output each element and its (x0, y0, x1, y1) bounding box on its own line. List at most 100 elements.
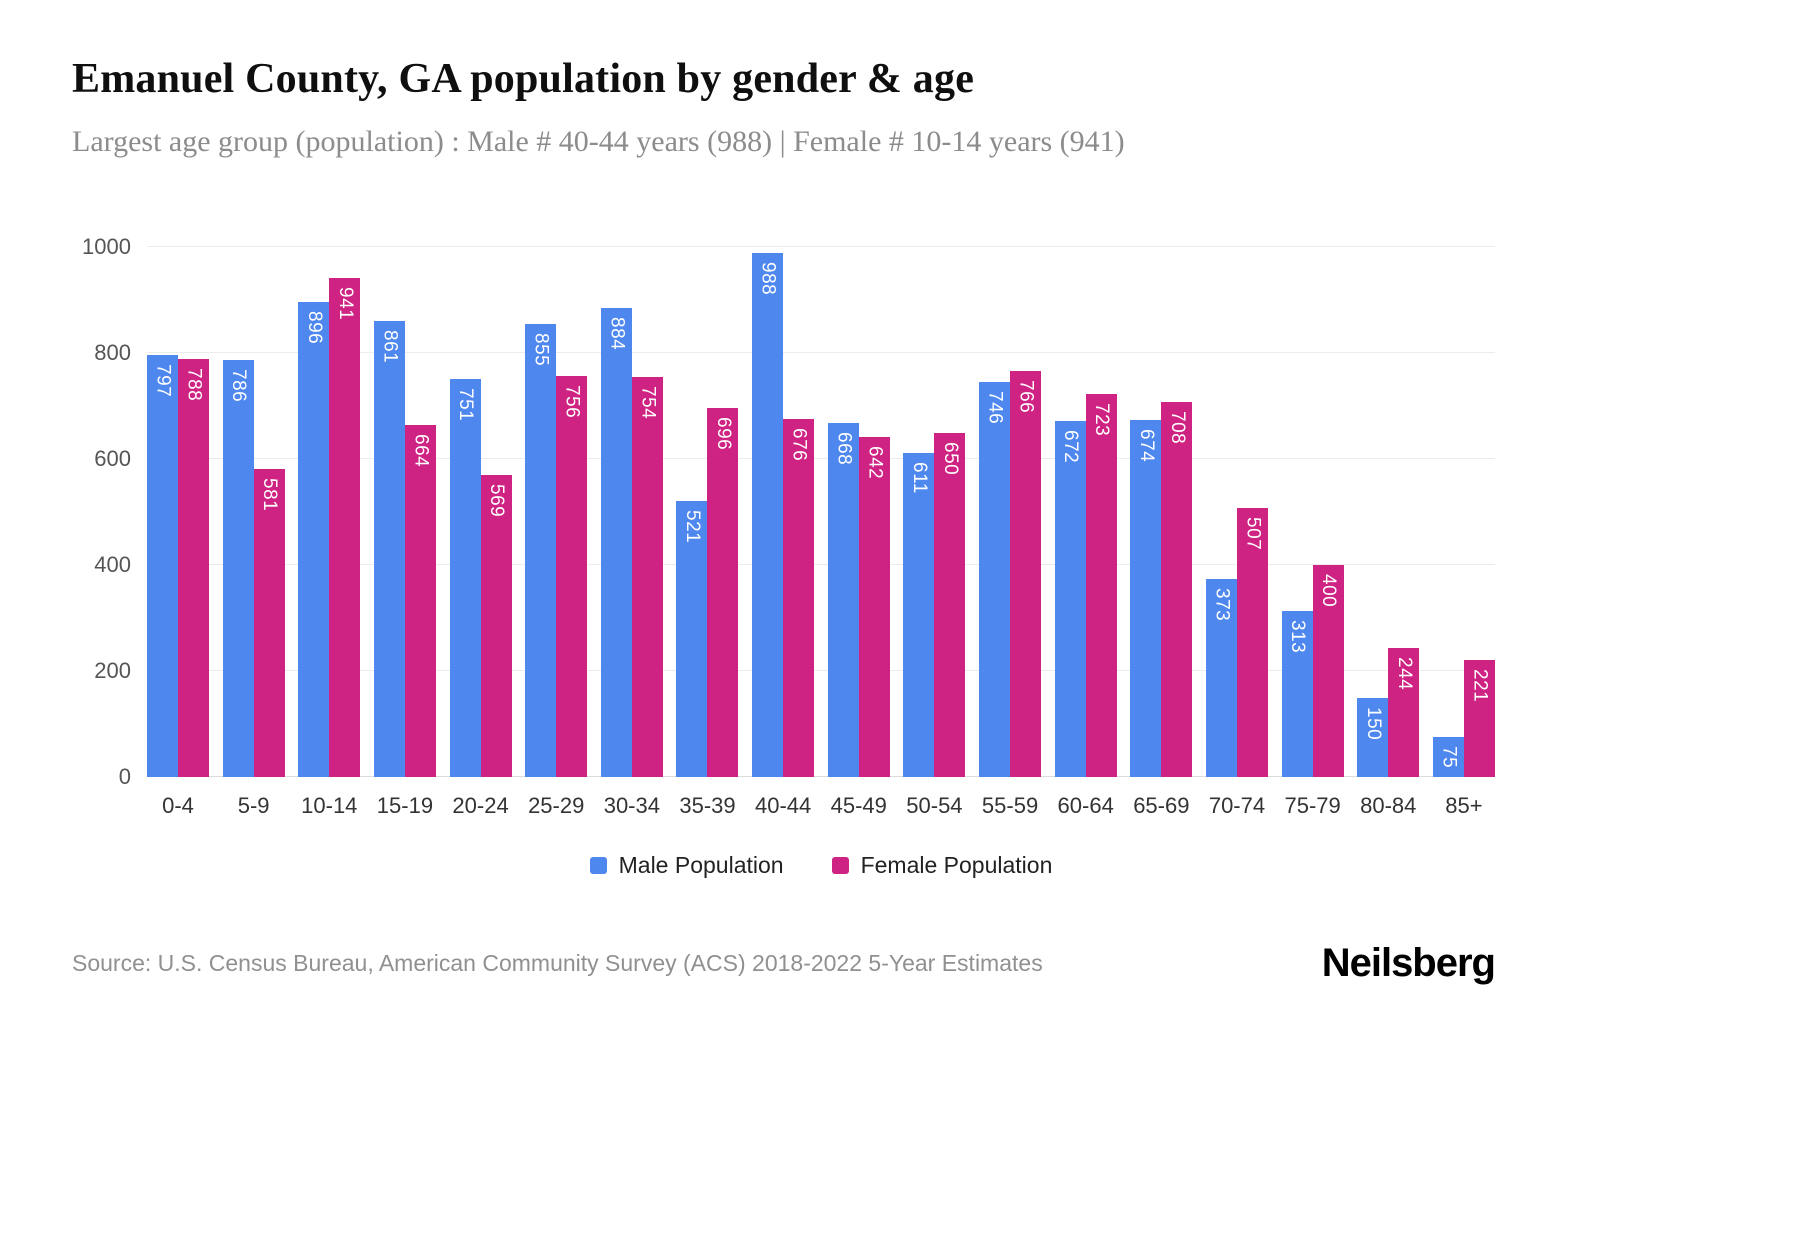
source-attribution: Source: U.S. Census Bureau, American Com… (72, 950, 1043, 976)
bar-chart: 0 200 400 600 800 1000 797 788 0-4 786 581 5-9 896 9… (72, 234, 1495, 818)
bar-female-population: 756 (556, 376, 588, 777)
bar-male-population: 746 (979, 381, 1011, 777)
bar-male-population: 786 (222, 360, 254, 777)
y-axis-tick-label: 800 (94, 340, 131, 365)
bar-value-label: 221 (1469, 668, 1491, 703)
gridline (147, 352, 1495, 353)
chart-footer: Source: U.S. Census Bureau, American Com… (72, 941, 1496, 986)
bar-value-label: 373 (1211, 588, 1233, 622)
bar-male-population: 150 (1357, 697, 1389, 777)
bar-female-population: 788 (178, 359, 209, 777)
bar-group: 896 941 10-14 (298, 247, 361, 818)
x-axis-tick-label: 45-49 (830, 793, 887, 818)
gridline (147, 776, 1495, 777)
legend-swatch-icon (589, 857, 607, 874)
bar-female-population: 696 (707, 408, 739, 777)
chart-page: Emanuel County, GA population by gender … (72, 55, 1496, 986)
bar-value-label: 788 (183, 368, 205, 402)
y-axis-tick-label: 200 (94, 658, 131, 683)
bar-value-label: 400 (1318, 574, 1340, 608)
x-axis-tick-label: 35-39 (679, 793, 736, 818)
bar-group: 751 569 20-24 (449, 247, 512, 818)
bar-group: 521 696 35-39 (676, 247, 739, 818)
bar-female-population: 941 (329, 278, 361, 777)
bar-value-label: 855 (530, 332, 552, 367)
bar-value-label: 611 (908, 462, 930, 494)
bar-female-population: 766 (1010, 371, 1042, 777)
bar-female-population: 221 (1463, 659, 1495, 777)
bar-value-label: 150 (1362, 706, 1384, 740)
bar-group: 855 756 25-29 (525, 247, 588, 818)
bar-value-label: 786 (228, 369, 250, 403)
bar-group: 988 676 40-44 (752, 247, 815, 818)
bar-value-label: 754 (637, 386, 659, 420)
bar-male-population: 75 (1432, 737, 1464, 777)
chart-title: Emanuel County, GA population by gender … (72, 56, 975, 102)
bar-male-population: 797 (147, 354, 178, 777)
bar-group: 75 221 85+ (1432, 247, 1495, 818)
bar-male-population: 373 (1205, 579, 1237, 777)
bar-value-label: 988 (757, 262, 779, 296)
x-axis-tick-label: 20-24 (452, 793, 509, 818)
bar-group: 611 650 50-54 (903, 247, 966, 818)
bar-value-label: 668 (833, 431, 855, 466)
legend-item-male-population[interactable]: Male Population (589, 852, 784, 879)
bar-female-population: 676 (783, 418, 815, 777)
bar-value-label: 650 (939, 441, 961, 475)
bar-male-population: 988 (752, 253, 784, 777)
bar-female-population: 650 (934, 432, 966, 777)
x-axis-tick-label: 75-79 (1284, 793, 1341, 818)
bar-value-label: 244 (1393, 656, 1415, 690)
bar-female-population: 400 (1312, 565, 1344, 777)
bar-female-population: 569 (480, 475, 512, 777)
x-axis-tick-label: 80-84 (1360, 793, 1417, 818)
x-axis-tick-label: 25-29 (528, 793, 585, 818)
bar-group: 674 708 65-69 (1130, 247, 1193, 818)
x-axis-tick-label: 40-44 (754, 793, 812, 818)
bar-group: 150 244 80-84 (1357, 247, 1420, 818)
x-axis-tick-label: 10-14 (301, 793, 358, 818)
bar-value-label: 751 (455, 387, 477, 422)
bar-groups: 797 788 0-4 786 581 5-9 896 941 10-14 861 664 15-19… (147, 247, 1495, 818)
bar-value-label: 797 (152, 363, 174, 397)
bar-group: 884 754 30-34 (600, 247, 663, 818)
bar-female-population: 708 (1161, 401, 1193, 777)
legend-item-female-population[interactable]: Female Population (831, 852, 1053, 879)
bar-female-population: 754 (631, 377, 663, 777)
legend-label: Female Population (860, 852, 1053, 878)
bar-male-population: 668 (827, 422, 859, 777)
x-axis-tick-label: 0-4 (162, 793, 194, 818)
bar-value-label: 507 (1242, 517, 1264, 551)
bar-value-label: 569 (486, 484, 508, 518)
bar-value-label: 723 (1091, 402, 1113, 437)
bar-value-label: 766 (1015, 380, 1037, 414)
bar-female-population: 581 (253, 469, 285, 777)
bar-group: 861 664 15-19 (373, 247, 436, 818)
x-axis-tick-label: 85+ (1445, 793, 1483, 818)
bar-value-label: 75 (1438, 746, 1460, 769)
bar-female-population: 642 (858, 436, 890, 777)
x-axis-tick-label: 30-34 (603, 793, 660, 818)
bar-female-population: 244 (1388, 647, 1420, 777)
bar-female-population: 664 (404, 425, 436, 777)
x-axis-tick-label: 65-69 (1133, 793, 1190, 818)
bar-male-population: 674 (1130, 419, 1162, 777)
gridline (147, 564, 1495, 565)
plot-area: 0 200 400 600 800 1000 797 788 0-4 786 581 5-9 896 9… (82, 234, 1495, 818)
chart-subtitle: Largest age group (population) : Male # … (72, 125, 1125, 158)
bar-group: 313 400 75-79 (1281, 247, 1344, 818)
bar-male-population: 896 (298, 302, 330, 777)
bar-value-label: 861 (379, 329, 401, 363)
x-axis-tick-label: 5-9 (237, 793, 270, 818)
bar-male-population: 313 (1281, 611, 1313, 777)
bar-value-label: 884 (606, 317, 628, 351)
bar-male-population: 861 (373, 320, 405, 777)
bar-value-label: 674 (1135, 428, 1157, 462)
bar-value-label: 756 (561, 385, 583, 419)
gridline (147, 246, 1495, 247)
bar-value-label: 672 (1060, 429, 1082, 464)
x-axis-tick-label: 15-19 (376, 793, 434, 818)
bar-group: 672 723 60-64 (1054, 247, 1117, 818)
bar-male-population: 751 (449, 378, 481, 777)
legend-swatch-icon (831, 857, 849, 874)
